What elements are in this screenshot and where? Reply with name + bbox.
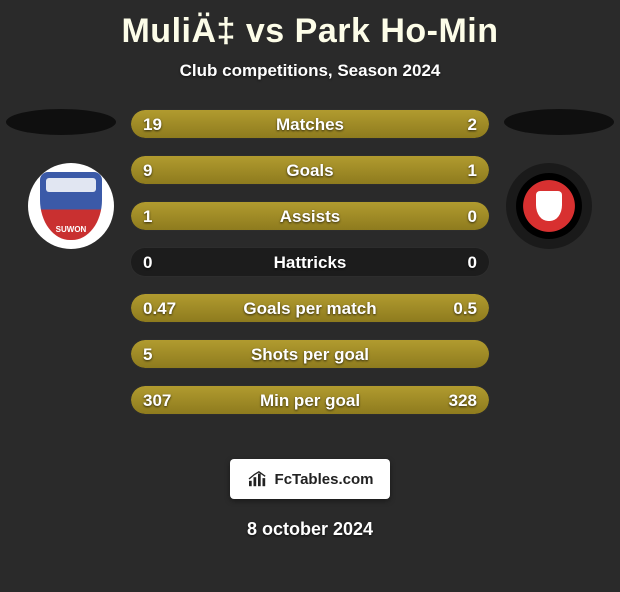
stat-label: Goals <box>131 156 489 185</box>
team-badge-right <box>506 163 592 249</box>
chart-icon <box>247 470 269 488</box>
shadow-ellipse-left <box>6 109 116 135</box>
brand-card: FcTables.com <box>230 459 390 499</box>
comparison-title: MuliÄ‡ vs Park Ho-Min <box>0 12 620 51</box>
team-crest-left <box>40 172 102 240</box>
comparison-panel: 192Matches 91Goals 10Assists 00Hattricks 0.4… <box>0 109 620 449</box>
stat-label: Min per goal <box>131 386 489 415</box>
team-badge-left <box>28 163 114 249</box>
stat-label: Goals per match <box>131 294 489 323</box>
comparison-subtitle: Club competitions, Season 2024 <box>0 61 620 81</box>
shadow-ellipse-right <box>504 109 614 135</box>
stat-label: Assists <box>131 202 489 231</box>
stat-row: 91Goals <box>130 155 490 185</box>
stat-label: Shots per goal <box>131 340 489 369</box>
snapshot-date: 8 october 2024 <box>0 519 620 540</box>
stat-row: 192Matches <box>130 109 490 139</box>
stat-row: 5Shots per goal <box>130 339 490 369</box>
stat-row: 00Hattricks <box>130 247 490 277</box>
stat-row: 307328Min per goal <box>130 385 490 415</box>
stat-row: 0.470.5Goals per match <box>130 293 490 323</box>
brand-text: FcTables.com <box>275 471 374 488</box>
stat-label: Matches <box>131 110 489 139</box>
stat-label: Hattricks <box>131 248 489 277</box>
stat-bars: 192Matches 91Goals 10Assists 00Hattricks 0.4… <box>130 109 490 431</box>
team-crest-right <box>516 173 582 239</box>
stat-row: 10Assists <box>130 201 490 231</box>
